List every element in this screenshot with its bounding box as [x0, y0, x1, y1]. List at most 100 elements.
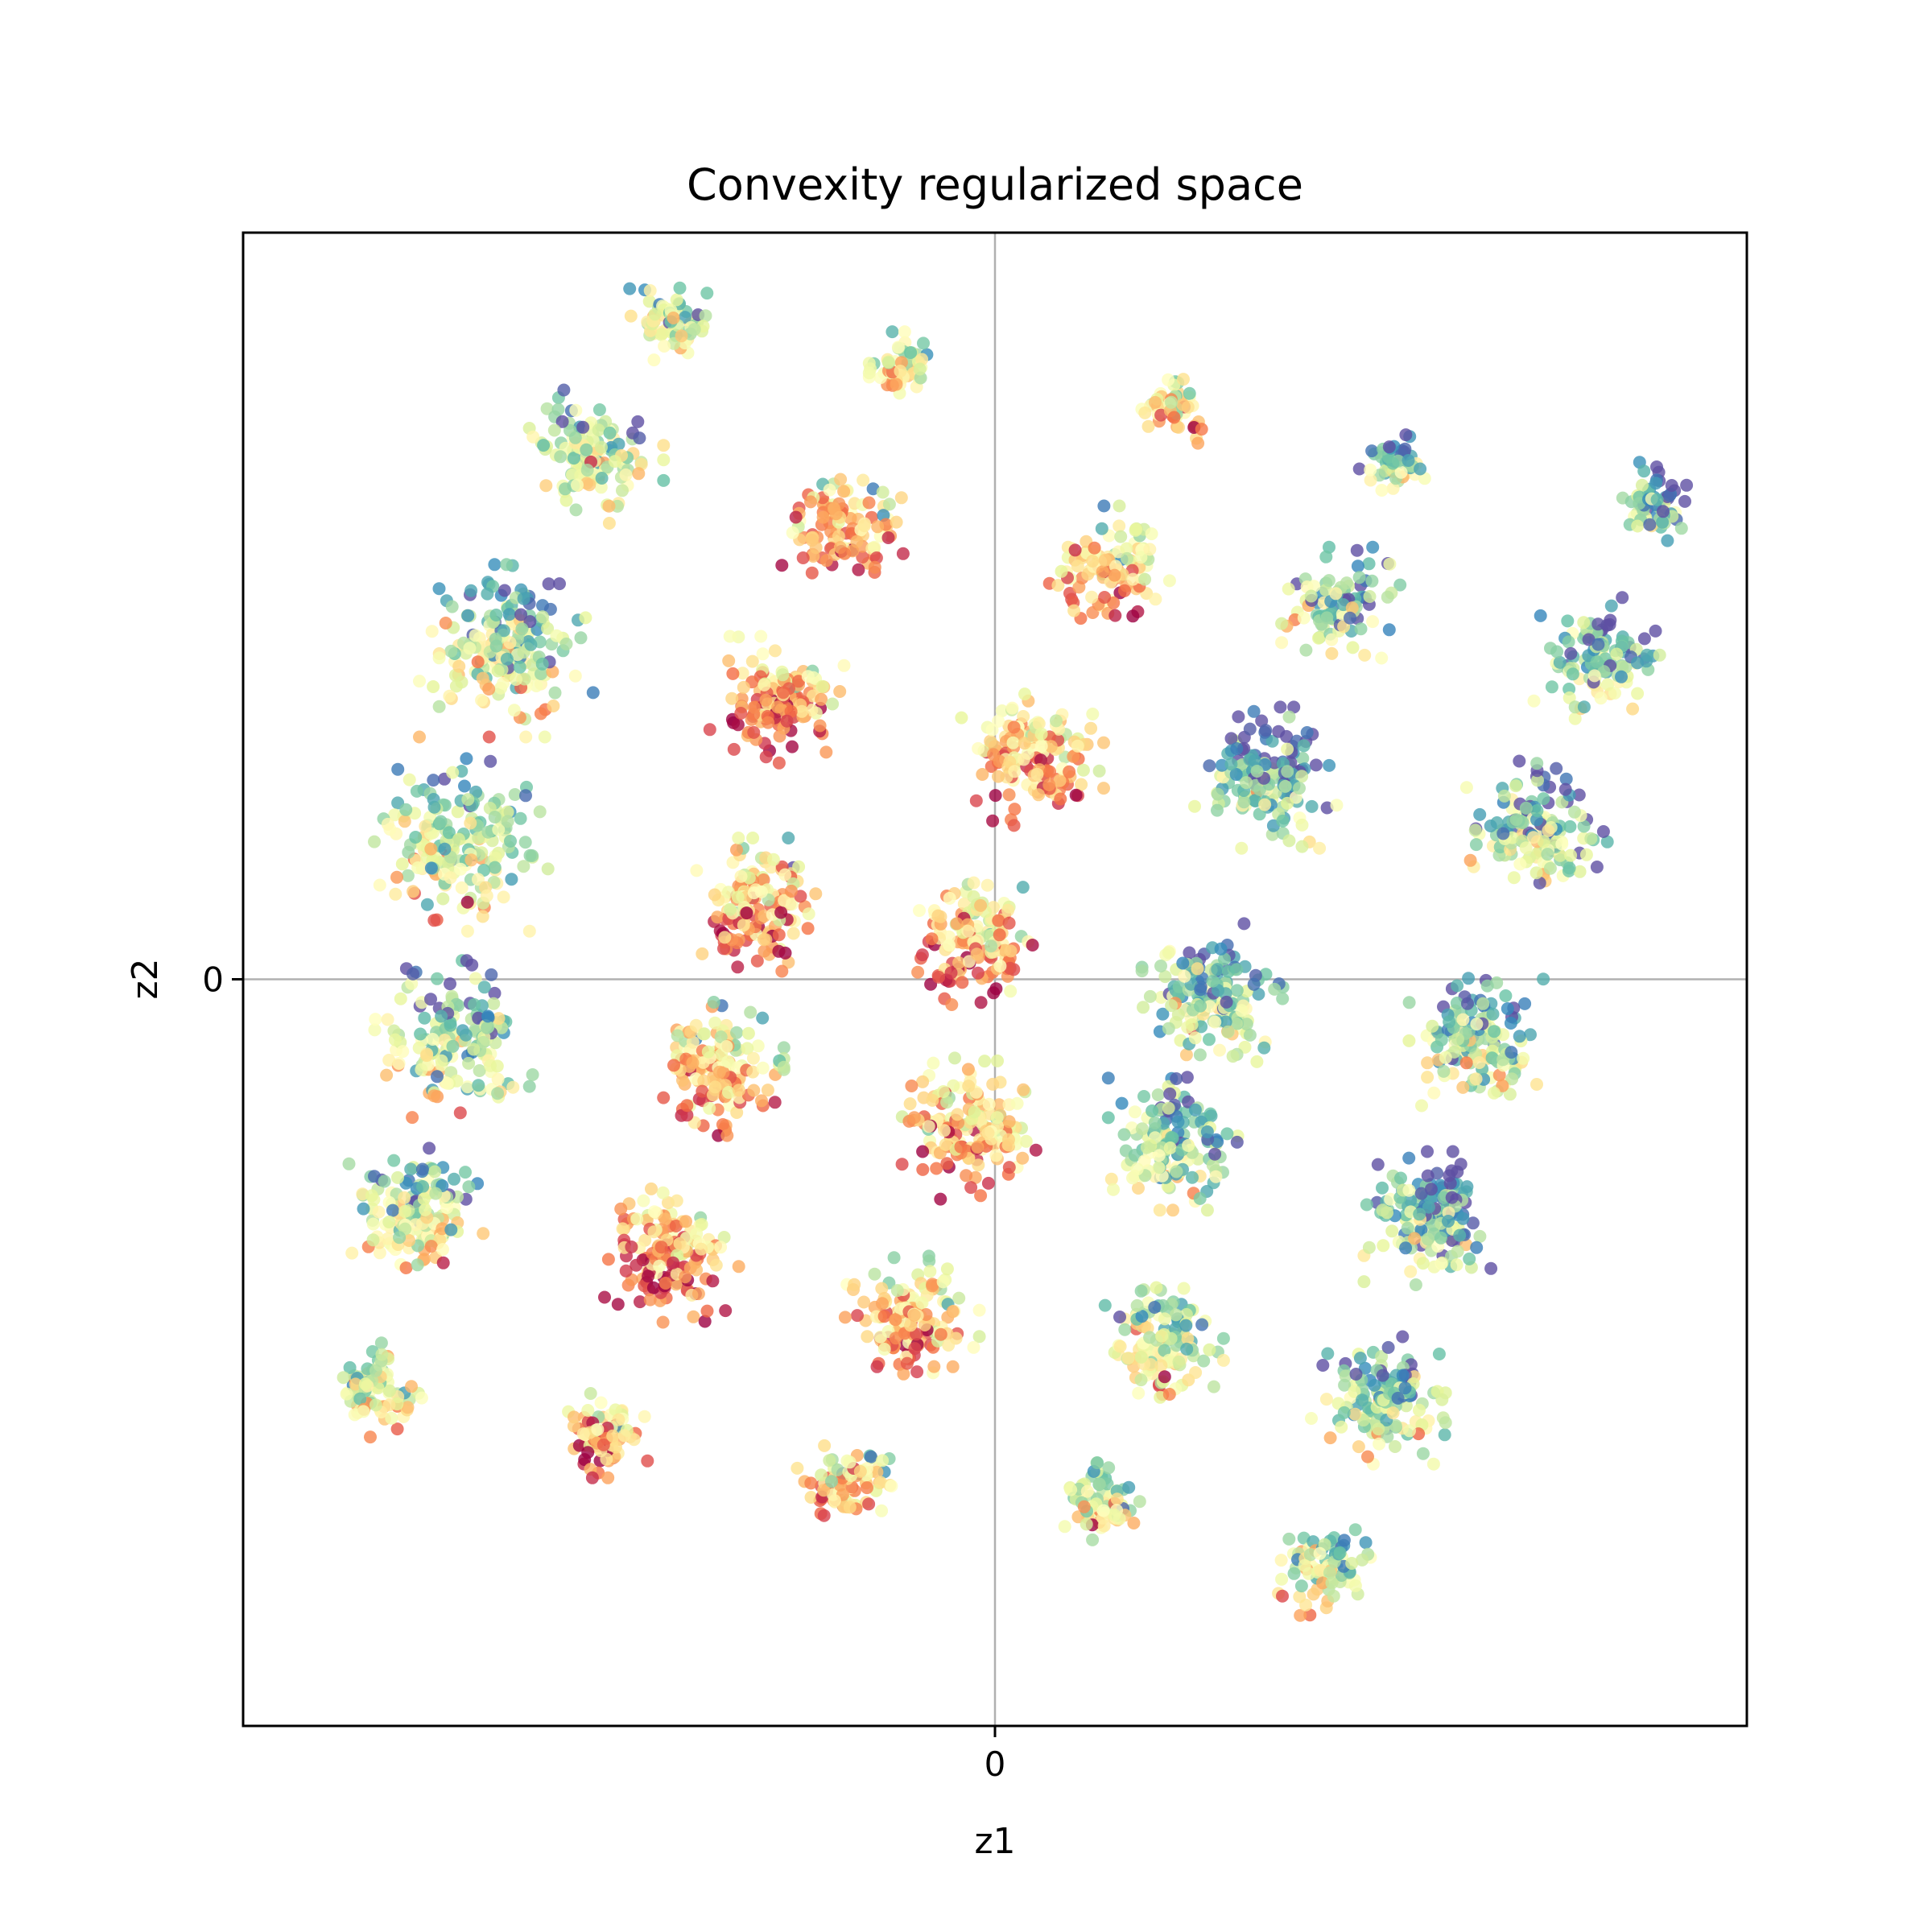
scatter-point: [1004, 985, 1018, 998]
scatter-point: [443, 689, 456, 703]
scatter-point: [691, 1287, 705, 1301]
scatter-point: [815, 679, 829, 693]
scatter-point: [1213, 1043, 1226, 1057]
scatter-point: [423, 1141, 436, 1155]
scatter-point: [643, 284, 657, 297]
scatter-point: [1282, 834, 1296, 848]
scatter-point: [1649, 477, 1662, 490]
scatter-point: [745, 654, 759, 668]
scatter-point: [488, 861, 502, 874]
scatter-points: [336, 281, 1694, 1622]
scatter-point: [1451, 1245, 1464, 1258]
scatter-point: [1323, 1566, 1336, 1579]
scatter-point: [887, 1251, 901, 1265]
scatter-point: [368, 1170, 381, 1183]
scatter-point: [1345, 601, 1359, 615]
scatter-point: [477, 1035, 490, 1049]
scatter-point: [1154, 1359, 1168, 1373]
scatter-point: [1195, 972, 1209, 985]
scatter-point: [1252, 988, 1265, 1001]
scatter-point: [1421, 1169, 1435, 1183]
scatter-point: [657, 1091, 671, 1104]
scatter-point: [398, 1204, 412, 1218]
scatter-point: [1140, 1141, 1154, 1154]
scatter-point: [1499, 989, 1513, 1002]
scatter-point: [985, 939, 997, 953]
scatter-point: [1631, 519, 1645, 533]
scatter-point: [459, 1166, 472, 1179]
scatter-point: [1171, 1115, 1185, 1129]
scatter-point: [759, 750, 773, 764]
scatter-point: [1381, 590, 1394, 604]
scatter-point: [1591, 638, 1605, 651]
scatter-point: [730, 1106, 744, 1119]
scatter-point: [1294, 1608, 1307, 1622]
scatter-point: [1265, 734, 1279, 748]
scatter-point: [1359, 1536, 1373, 1550]
scatter-point: [1460, 1180, 1474, 1194]
scatter-point: [1138, 572, 1152, 586]
scatter-point: [734, 707, 748, 720]
scatter-point: [369, 1398, 382, 1412]
scatter-point: [1155, 1329, 1169, 1343]
scatter-point: [741, 1042, 754, 1055]
scatter-point: [1365, 574, 1379, 588]
scatter-point: [1473, 807, 1487, 821]
scatter-point: [1247, 704, 1261, 718]
scatter-point: [1211, 1135, 1224, 1149]
scatter-point: [864, 1450, 877, 1463]
scatter-point: [1323, 758, 1336, 772]
scatter-point: [427, 800, 441, 814]
scatter-point: [857, 519, 871, 533]
scatter-point: [992, 914, 1005, 927]
scatter-point: [481, 825, 495, 839]
scatter-point: [1503, 1088, 1517, 1101]
scatter-point: [461, 609, 475, 622]
scatter-point: [1362, 557, 1376, 571]
scatter-point: [1145, 527, 1158, 541]
scatter-point: [1354, 622, 1368, 636]
scatter-point: [948, 1051, 961, 1065]
scatter-point: [723, 630, 737, 643]
scatter-point: [501, 815, 514, 828]
scatter-point: [1674, 522, 1688, 535]
scatter-point: [1352, 462, 1366, 476]
scatter-point: [993, 1098, 1006, 1112]
scatter-point: [837, 485, 851, 498]
scatter-point: [1435, 1231, 1447, 1245]
scatter-point: [900, 1356, 914, 1370]
scatter-point: [1129, 523, 1142, 537]
scatter-point: [990, 1111, 1004, 1125]
scatter-point: [1281, 765, 1294, 778]
scatter-point: [647, 353, 661, 367]
scatter-point: [1399, 1241, 1413, 1255]
scatter-point: [1171, 1008, 1185, 1022]
scatter-point: [482, 683, 496, 696]
scatter-point: [1468, 824, 1482, 837]
scatter-point: [984, 734, 997, 748]
scatter-point: [1656, 515, 1670, 529]
scatter-point: [857, 473, 870, 487]
x-axis-label: z1: [974, 1821, 1015, 1862]
scatter-point: [623, 282, 637, 295]
scatter-point: [791, 1461, 804, 1475]
scatter-point: [898, 325, 911, 339]
scatter-point: [708, 888, 721, 902]
scatter-point: [398, 1191, 411, 1204]
scatter-point: [612, 437, 625, 451]
scatter-point: [647, 1225, 661, 1239]
scatter-point: [407, 885, 420, 898]
scatter-point: [1348, 1385, 1361, 1398]
scatter-point: [1375, 484, 1389, 497]
scatter-point: [1421, 1056, 1435, 1070]
scatter-point: [401, 869, 415, 882]
scatter-point: [429, 1187, 443, 1200]
scatter-point: [993, 960, 1007, 972]
scatter-point: [890, 378, 903, 391]
scatter-point: [1330, 799, 1344, 812]
scatter-point: [391, 1170, 404, 1184]
scatter-point: [1590, 861, 1604, 873]
scatter-point: [1113, 1311, 1126, 1323]
scatter-point: [1188, 799, 1201, 813]
scatter-point: [792, 860, 806, 873]
